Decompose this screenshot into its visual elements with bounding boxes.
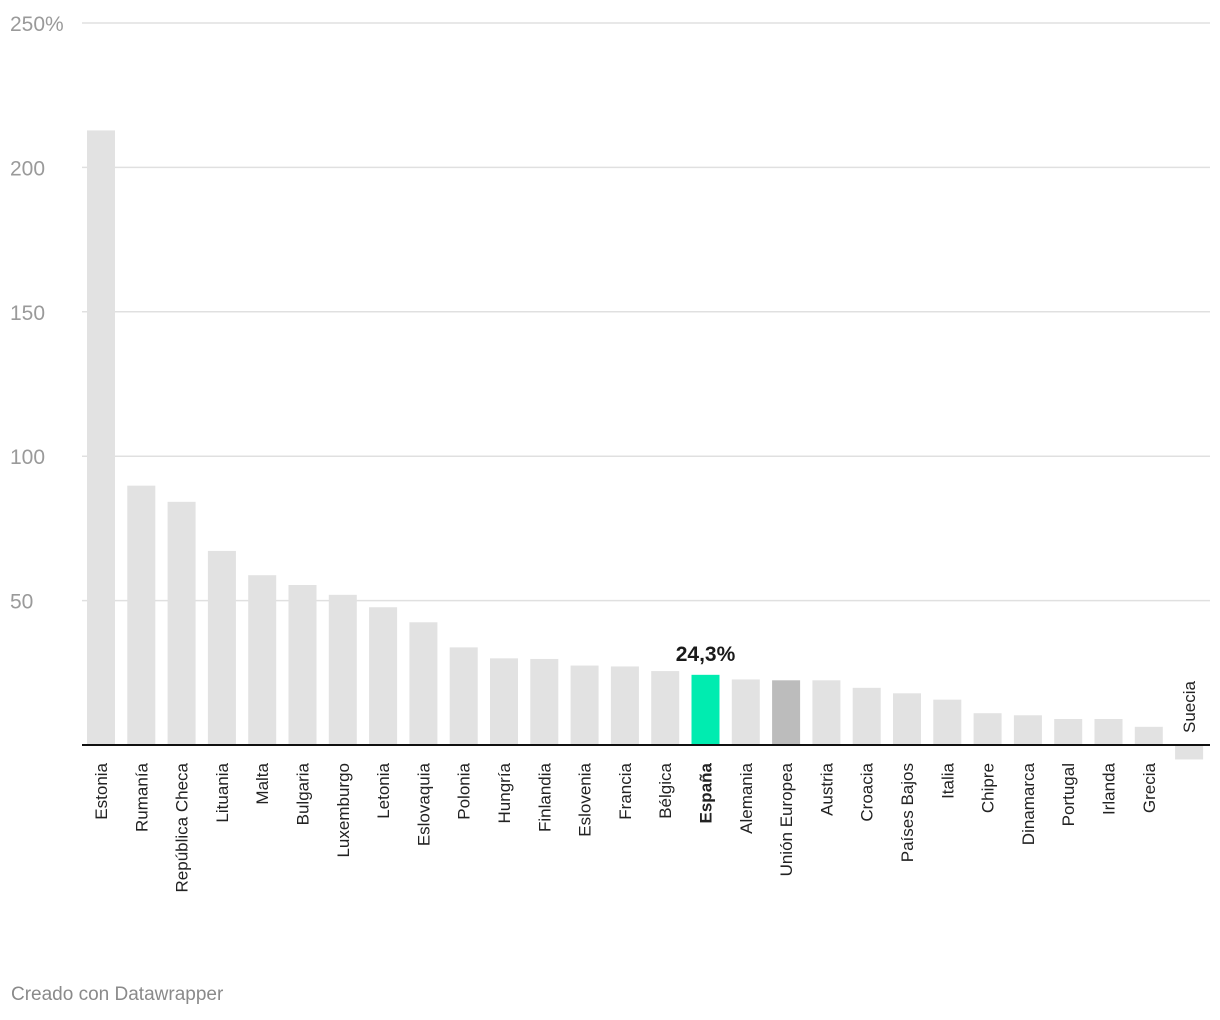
y-tick-label: 250% (10, 13, 64, 36)
bar (651, 671, 680, 745)
bar (973, 713, 1002, 745)
bar (248, 575, 277, 745)
category-label: Lituania (213, 762, 232, 822)
category-label: Estonia (92, 762, 111, 819)
category-label: España (697, 762, 716, 823)
category-label: Países Bajos (898, 763, 917, 862)
bar (288, 585, 317, 745)
bar (772, 680, 801, 745)
bar (1175, 745, 1204, 760)
category-label: Bélgica (656, 762, 675, 818)
category-label: Suecia (1180, 680, 1199, 733)
data-label: 24,3% (676, 643, 736, 666)
category-label: Malta (253, 762, 272, 804)
bar (449, 647, 478, 745)
bar (731, 679, 760, 745)
bar (1134, 726, 1163, 745)
bar (369, 607, 398, 745)
category-label: Luxemburgo (334, 763, 353, 858)
category-label: Eslovenia (576, 762, 595, 836)
bar (852, 687, 881, 745)
category-label: Dinamarca (1019, 762, 1038, 845)
category-label: Irlanda (1100, 762, 1119, 815)
y-tick-label: 200 (10, 157, 45, 180)
category-label: Italia (938, 762, 957, 798)
bar (691, 674, 720, 745)
category-label: Chipre (979, 763, 998, 813)
bar (530, 658, 559, 745)
category-label: Eslovaquia (414, 762, 433, 846)
category-label: Unión Europea (777, 762, 796, 876)
bar (1054, 719, 1083, 745)
y-tick-label: 150 (10, 302, 45, 325)
y-tick-label: 50 (10, 591, 33, 614)
bar (1013, 715, 1042, 745)
category-label: Austria (817, 762, 836, 815)
category-label: Polonia (455, 762, 474, 819)
category-label: Rumanía (132, 762, 151, 832)
bar (570, 665, 599, 745)
y-tick-label: 100 (10, 446, 45, 469)
credit-text: Creado con Datawrapper (11, 984, 224, 1005)
bar (1094, 719, 1123, 745)
bar (127, 485, 156, 745)
bar-chart: 50 100 150 200 250% Estonia Rumanía República C… (10, 13, 1210, 892)
category-label: Hungría (495, 762, 514, 823)
bar (610, 666, 639, 745)
category-label: Letonia (374, 762, 393, 818)
bar (328, 594, 357, 745)
bar (490, 658, 518, 745)
bar (207, 550, 236, 745)
category-label: Alemania (737, 762, 756, 833)
category-label: Bulgaria (294, 762, 313, 825)
category-label: Portugal (1059, 763, 1078, 826)
category-label: Finlandia (535, 762, 554, 832)
category-label: Croacia (858, 762, 877, 821)
bar (812, 680, 841, 745)
bar (933, 699, 962, 745)
bar (893, 693, 921, 745)
bar (409, 622, 438, 745)
bar (167, 501, 196, 745)
bar (87, 130, 115, 745)
category-label: República Checa (173, 762, 192, 892)
category-label: Francia (616, 762, 635, 819)
category-label: Grecia (1140, 762, 1159, 813)
